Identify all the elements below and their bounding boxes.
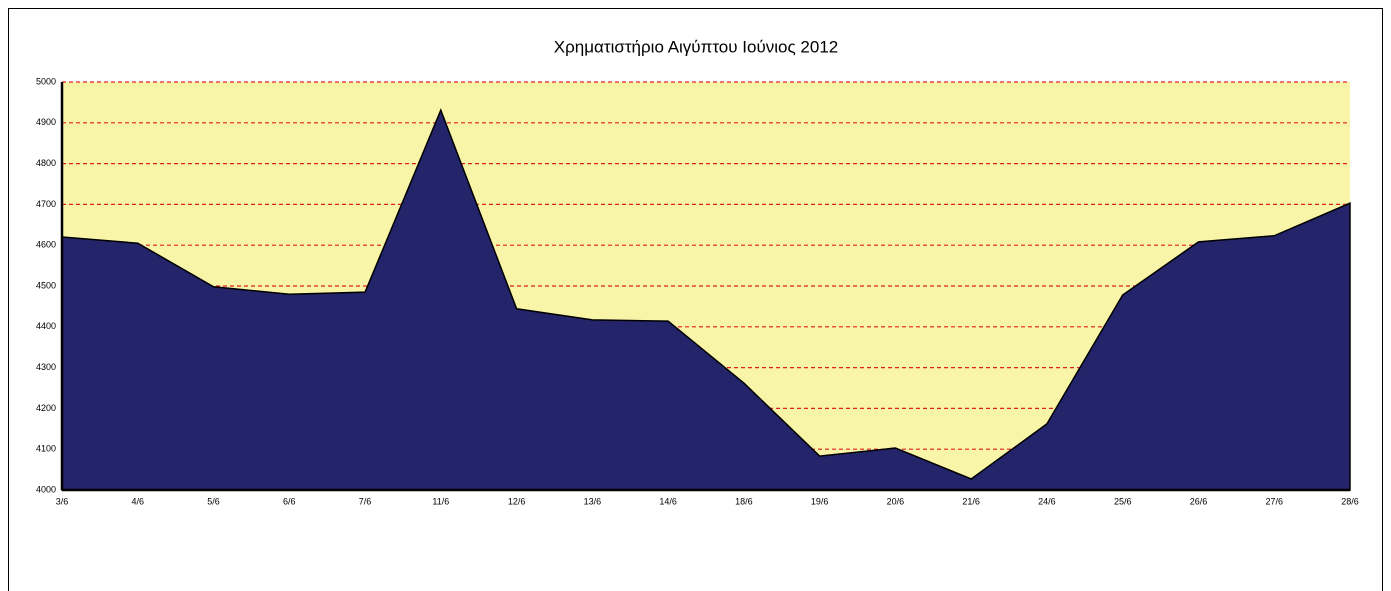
area xyxy=(61,108,1351,491)
x-tick-label: 14/6 xyxy=(659,496,677,506)
y-tick-label: 5000 xyxy=(36,76,56,86)
x-tick-label: 24/6 xyxy=(1038,496,1056,506)
x-tick-label: 4/6 xyxy=(132,496,145,506)
x-tick-label: 18/6 xyxy=(735,496,753,506)
x-tick-label: 3/6 xyxy=(56,496,69,506)
y-tick-label: 4800 xyxy=(36,158,56,168)
y-tick-label: 4900 xyxy=(36,117,56,127)
x-tick-label: 12/6 xyxy=(508,496,526,506)
x-tick-label: 7/6 xyxy=(359,496,372,506)
y-tick-label: 4100 xyxy=(36,444,56,454)
y-tick-label: 4500 xyxy=(36,280,56,290)
y-tick-label: 4000 xyxy=(36,484,56,494)
y-tick-label: 4700 xyxy=(36,199,56,209)
chart-title: Χρηματιστήριο Αιγύπτου Ιούνιος 2012 xyxy=(554,37,838,56)
y-tick-label: 4400 xyxy=(36,321,56,331)
x-tick-label: 21/6 xyxy=(962,496,980,506)
x-tick-label: 13/6 xyxy=(584,496,602,506)
x-tick-label: 26/6 xyxy=(1190,496,1208,506)
x-tick-label: 6/6 xyxy=(283,496,296,506)
y-tick-label: 4600 xyxy=(36,240,56,250)
x-tick-label: 5/6 xyxy=(207,496,220,506)
x-tick-label: 19/6 xyxy=(811,496,829,506)
y-tick-label: 4200 xyxy=(36,403,56,413)
x-tick-label: 11/6 xyxy=(432,496,449,506)
x-tick-label: 28/6 xyxy=(1341,496,1359,506)
x-tick-label: 25/6 xyxy=(1114,496,1132,506)
x-tick-label: 27/6 xyxy=(1265,496,1283,506)
y-tick-label: 4300 xyxy=(36,362,56,372)
x-tick-label: 20/6 xyxy=(887,496,905,506)
